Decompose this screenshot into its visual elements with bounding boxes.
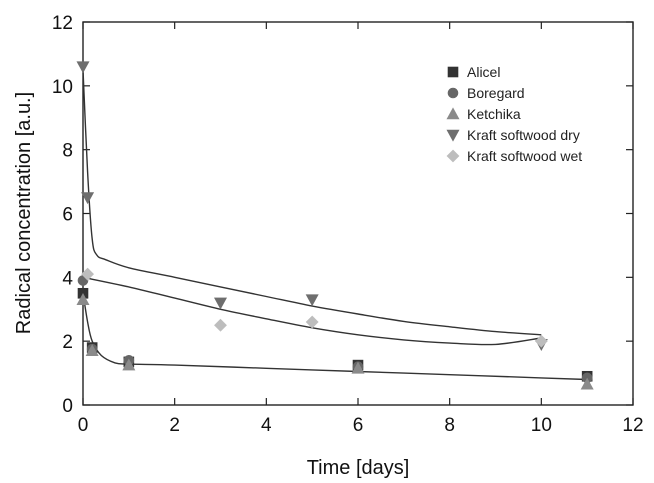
data-point: [534, 334, 548, 348]
x-tick-label: 10: [531, 415, 552, 436]
y-tick-label: 8: [62, 141, 73, 162]
x-tick-label: 4: [261, 415, 272, 436]
legend-label: Boregard: [467, 85, 525, 101]
data-points: [76, 61, 594, 390]
data-point: [305, 315, 319, 329]
x-tick-label: 0: [78, 415, 89, 436]
fit-curve: [82, 69, 542, 336]
x-tick-label: 8: [444, 415, 455, 436]
legend-marker: [446, 129, 460, 142]
x-tick-label: 6: [353, 415, 364, 436]
legend-marker: [446, 107, 460, 120]
y-tick-label: 12: [52, 13, 73, 34]
x-tick-label: 2: [169, 415, 180, 436]
y-tick-label: 2: [62, 332, 73, 353]
x-tick-label: 12: [622, 415, 643, 436]
ticks: 0 2 4 6 8 10 12 0 2 4 6 8 10 12: [52, 13, 644, 436]
fit-curve: [82, 276, 542, 346]
legend-marker: [446, 149, 460, 163]
plot-frame: [82, 21, 634, 406]
data-point: [76, 61, 90, 74]
data-point: [580, 377, 594, 390]
legend-label: Alicel: [467, 64, 500, 80]
data-point: [81, 192, 95, 205]
legend: Alicel Boregard Ketchika Kraft softwood dry…: [446, 64, 582, 164]
data-point: [122, 358, 136, 371]
data-point: [85, 344, 99, 357]
fit-curve: [82, 293, 588, 381]
data-point: [305, 294, 319, 307]
data-point: [214, 318, 227, 332]
data-point: [81, 267, 95, 281]
y-tick-label: 0: [62, 396, 73, 417]
y-tick-label: 6: [62, 205, 73, 226]
y-tick-label: 10: [52, 77, 73, 98]
legend-marker: [447, 66, 459, 78]
y-axis-title: Radical concentration [a.u.]: [13, 92, 35, 334]
y-tick-label: 4: [62, 268, 73, 289]
legend-marker: [447, 87, 459, 99]
x-axis-title: Time [days]: [307, 457, 410, 479]
legend-label: Ketchika: [467, 106, 521, 122]
data-point: [213, 297, 228, 310]
data-point: [351, 361, 365, 374]
legend-label: Kraft softwood dry: [467, 127, 580, 143]
data-point: [76, 293, 90, 305]
legend-label: Kraft softwood wet: [467, 148, 582, 164]
